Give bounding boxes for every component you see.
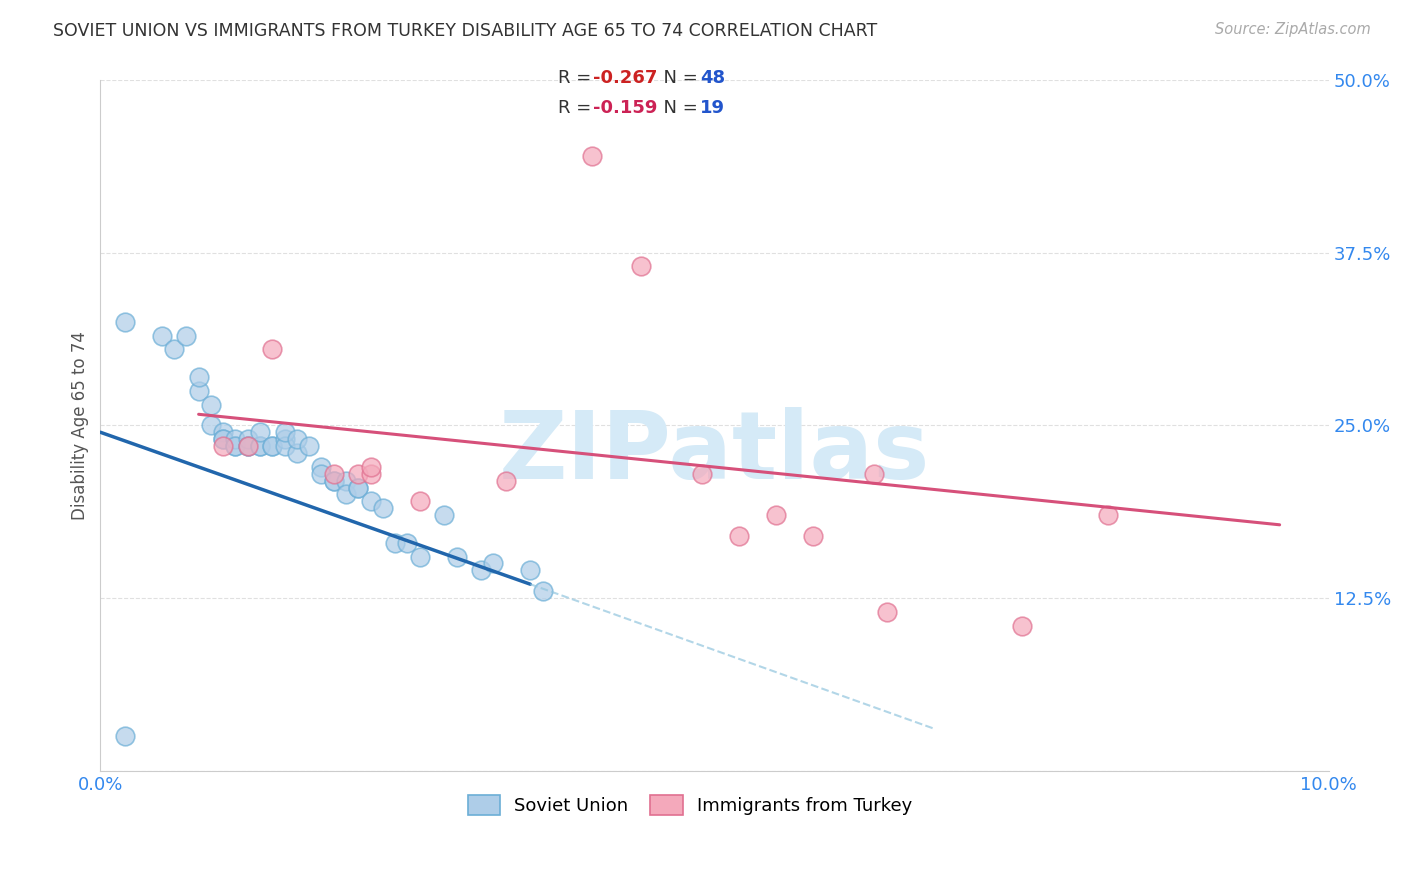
Point	[163, 343, 186, 357]
Point	[371, 501, 394, 516]
Point	[384, 535, 406, 549]
Point	[187, 384, 209, 398]
Point	[262, 439, 284, 453]
Point	[224, 439, 246, 453]
Point	[470, 563, 492, 577]
Point	[285, 432, 308, 446]
Point	[335, 474, 357, 488]
Point	[396, 535, 419, 549]
Point	[236, 439, 259, 453]
Point	[150, 328, 173, 343]
Point	[1011, 618, 1033, 632]
Point	[114, 315, 136, 329]
Point	[236, 432, 259, 446]
Point	[630, 260, 652, 274]
Point	[876, 605, 898, 619]
Text: R =: R =	[558, 70, 598, 87]
Point	[765, 508, 787, 522]
Text: N =: N =	[652, 99, 704, 117]
Point	[335, 487, 357, 501]
Text: SOVIET UNION VS IMMIGRANTS FROM TURKEY DISABILITY AGE 65 TO 74 CORRELATION CHART: SOVIET UNION VS IMMIGRANTS FROM TURKEY D…	[53, 22, 877, 40]
Point	[347, 481, 370, 495]
Point	[273, 439, 295, 453]
Point	[249, 425, 271, 440]
Point	[262, 343, 284, 357]
Point	[187, 370, 209, 384]
Point	[495, 474, 517, 488]
Point	[212, 439, 235, 453]
Point	[801, 529, 824, 543]
Point	[224, 432, 246, 446]
Point	[863, 467, 886, 481]
Point	[409, 549, 432, 564]
Point	[176, 328, 198, 343]
Point	[446, 549, 468, 564]
Point	[298, 439, 321, 453]
Point	[728, 529, 751, 543]
Text: N =: N =	[652, 70, 704, 87]
Point	[249, 439, 271, 453]
Point	[581, 149, 603, 163]
Point	[114, 729, 136, 743]
Point	[212, 432, 235, 446]
Point	[409, 494, 432, 508]
Point	[200, 418, 222, 433]
Y-axis label: Disability Age 65 to 74: Disability Age 65 to 74	[72, 331, 89, 520]
Point	[311, 467, 333, 481]
Text: ZIPatlas: ZIPatlas	[499, 407, 931, 499]
Text: R =: R =	[558, 99, 598, 117]
Point	[322, 474, 344, 488]
Point	[224, 439, 246, 453]
Point	[262, 439, 284, 453]
Point	[433, 508, 456, 522]
Text: Source: ZipAtlas.com: Source: ZipAtlas.com	[1215, 22, 1371, 37]
Point	[347, 481, 370, 495]
Point	[1097, 508, 1119, 522]
Point	[273, 425, 295, 440]
Point	[273, 432, 295, 446]
Point	[212, 432, 235, 446]
Point	[322, 467, 344, 481]
Text: -0.159: -0.159	[593, 99, 658, 117]
Text: 19: 19	[700, 99, 725, 117]
Point	[311, 459, 333, 474]
Point	[285, 446, 308, 460]
Point	[690, 467, 713, 481]
Point	[236, 439, 259, 453]
Point	[360, 467, 382, 481]
Point	[482, 557, 505, 571]
Point	[360, 459, 382, 474]
Point	[249, 439, 271, 453]
Point	[531, 584, 554, 599]
Text: -0.267: -0.267	[593, 70, 658, 87]
Point	[200, 398, 222, 412]
Point	[519, 563, 541, 577]
Point	[236, 439, 259, 453]
Point	[360, 494, 382, 508]
Point	[347, 467, 370, 481]
Text: 48: 48	[700, 70, 725, 87]
Point	[322, 474, 344, 488]
Point	[212, 425, 235, 440]
Legend: Soviet Union, Immigrants from Turkey: Soviet Union, Immigrants from Turkey	[458, 786, 921, 824]
